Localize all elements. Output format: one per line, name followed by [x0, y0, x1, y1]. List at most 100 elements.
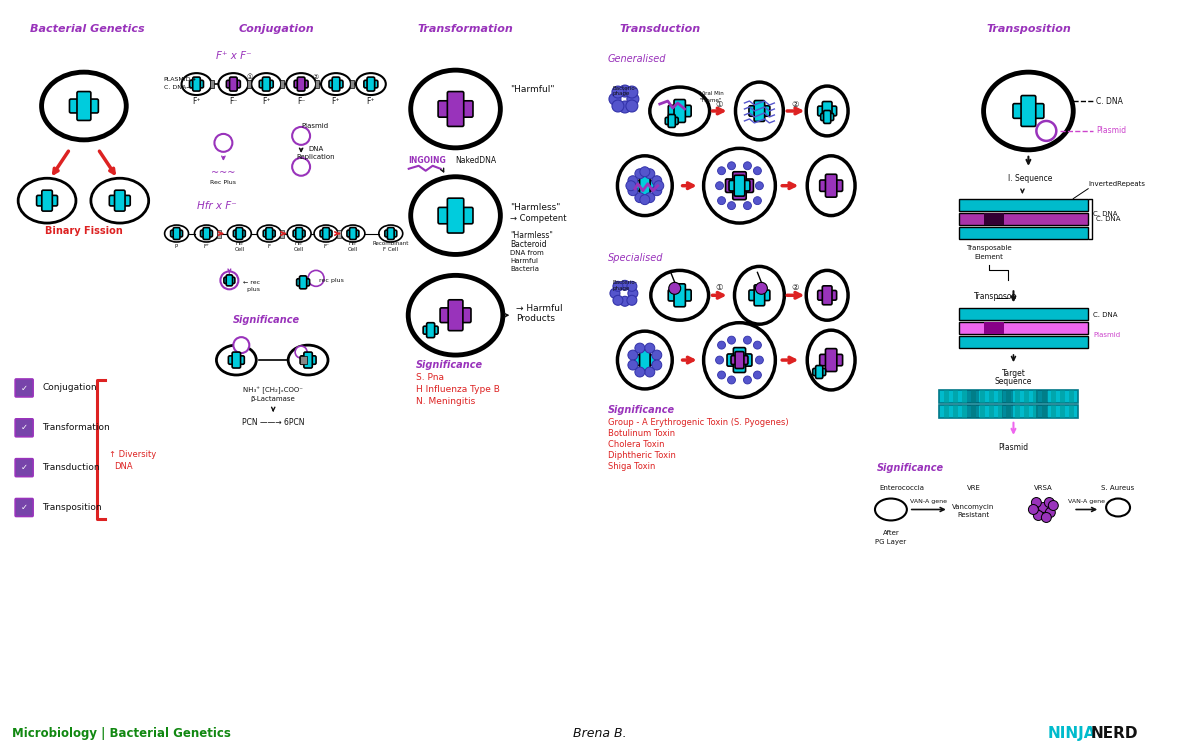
Text: ②: ② — [792, 283, 799, 292]
Circle shape — [644, 193, 655, 202]
Circle shape — [1033, 511, 1043, 520]
Text: NINJA: NINJA — [1048, 726, 1096, 741]
Circle shape — [612, 86, 624, 98]
Circle shape — [295, 346, 307, 358]
Circle shape — [744, 376, 751, 384]
Text: Sequence: Sequence — [995, 377, 1032, 386]
Circle shape — [756, 182, 763, 190]
Text: β-Lactamase: β-Lactamase — [251, 396, 295, 402]
Text: DNA: DNA — [308, 146, 324, 152]
Bar — [938, 405, 1079, 418]
Circle shape — [756, 282, 767, 294]
Ellipse shape — [1106, 499, 1130, 517]
FancyBboxPatch shape — [70, 99, 98, 113]
FancyBboxPatch shape — [298, 77, 305, 91]
Bar — [971, 405, 976, 418]
Text: plus: plus — [242, 286, 259, 292]
FancyBboxPatch shape — [754, 285, 764, 306]
Text: Bacterio-
phage: Bacterio- phage — [613, 86, 638, 97]
Text: Plasmid: Plasmid — [1096, 127, 1127, 136]
Circle shape — [718, 341, 726, 349]
Circle shape — [620, 280, 630, 290]
FancyBboxPatch shape — [332, 77, 340, 91]
Text: Conjugation: Conjugation — [239, 24, 314, 34]
FancyBboxPatch shape — [190, 80, 204, 88]
Bar — [943, 390, 949, 403]
Text: "Frame": "Frame" — [700, 98, 722, 103]
Circle shape — [652, 360, 661, 370]
Circle shape — [221, 272, 239, 290]
Text: Hfr
Cell: Hfr Cell — [234, 241, 245, 252]
Text: I. Sequence: I. Sequence — [1008, 174, 1052, 183]
Bar — [967, 405, 978, 418]
Text: DNA from: DNA from — [510, 251, 544, 257]
FancyBboxPatch shape — [820, 355, 842, 366]
Circle shape — [727, 376, 736, 384]
Text: Significance: Significance — [877, 463, 944, 472]
Bar — [1051, 405, 1056, 418]
Text: ②: ② — [792, 100, 799, 109]
FancyBboxPatch shape — [822, 286, 832, 304]
Circle shape — [635, 343, 644, 353]
FancyBboxPatch shape — [170, 230, 182, 237]
Text: F⁻: F⁻ — [296, 97, 305, 106]
Text: Diphtheric Toxin: Diphtheric Toxin — [608, 452, 676, 460]
FancyBboxPatch shape — [200, 230, 212, 237]
Text: ②: ② — [313, 74, 319, 80]
Bar — [997, 390, 1002, 403]
Bar — [971, 390, 976, 403]
Text: C. DNA→: C. DNA→ — [163, 85, 191, 89]
FancyBboxPatch shape — [448, 300, 463, 331]
Text: Replication: Replication — [296, 154, 335, 160]
Ellipse shape — [408, 275, 503, 355]
FancyBboxPatch shape — [749, 290, 770, 301]
FancyBboxPatch shape — [236, 227, 242, 239]
FancyBboxPatch shape — [263, 230, 275, 237]
Text: Transposable: Transposable — [966, 245, 1012, 251]
Text: PG Layer: PG Layer — [875, 539, 906, 545]
FancyBboxPatch shape — [16, 379, 34, 397]
FancyBboxPatch shape — [826, 349, 836, 371]
Bar — [1069, 405, 1074, 418]
FancyBboxPatch shape — [826, 174, 836, 197]
Bar — [959, 322, 1088, 334]
Circle shape — [640, 195, 650, 205]
Ellipse shape — [875, 499, 907, 520]
Text: Brena B.: Brena B. — [574, 728, 626, 740]
FancyBboxPatch shape — [320, 230, 332, 237]
FancyBboxPatch shape — [233, 230, 245, 237]
Text: DNA: DNA — [114, 462, 132, 471]
Text: Binary Fission: Binary Fission — [46, 226, 122, 236]
FancyBboxPatch shape — [232, 352, 240, 368]
FancyBboxPatch shape — [193, 77, 200, 91]
FancyBboxPatch shape — [293, 230, 305, 237]
Circle shape — [1031, 497, 1042, 508]
FancyBboxPatch shape — [448, 92, 463, 127]
FancyBboxPatch shape — [300, 276, 307, 289]
Bar — [938, 390, 1079, 403]
Bar — [1025, 390, 1030, 403]
Text: ✓: ✓ — [20, 503, 28, 512]
FancyBboxPatch shape — [296, 279, 310, 286]
FancyBboxPatch shape — [263, 77, 270, 91]
Text: Viral Min: Viral Min — [700, 91, 724, 95]
Text: Transposition: Transposition — [42, 503, 102, 512]
Text: NakedDNA: NakedDNA — [456, 156, 497, 165]
FancyBboxPatch shape — [733, 347, 745, 373]
Text: ✓: ✓ — [20, 423, 28, 432]
Circle shape — [652, 186, 661, 196]
FancyBboxPatch shape — [259, 80, 274, 88]
FancyBboxPatch shape — [323, 227, 329, 239]
Bar — [953, 390, 958, 403]
Text: "Harmful": "Harmful" — [510, 85, 554, 94]
Ellipse shape — [379, 225, 403, 242]
FancyBboxPatch shape — [674, 284, 685, 307]
FancyBboxPatch shape — [820, 180, 842, 191]
FancyBboxPatch shape — [364, 80, 378, 88]
Text: F⁺: F⁺ — [204, 244, 210, 249]
Ellipse shape — [288, 345, 328, 375]
Text: Conjugation: Conjugation — [42, 383, 97, 392]
Bar — [959, 199, 1088, 211]
Text: Cholera Toxin: Cholera Toxin — [608, 440, 665, 449]
Ellipse shape — [322, 73, 350, 95]
